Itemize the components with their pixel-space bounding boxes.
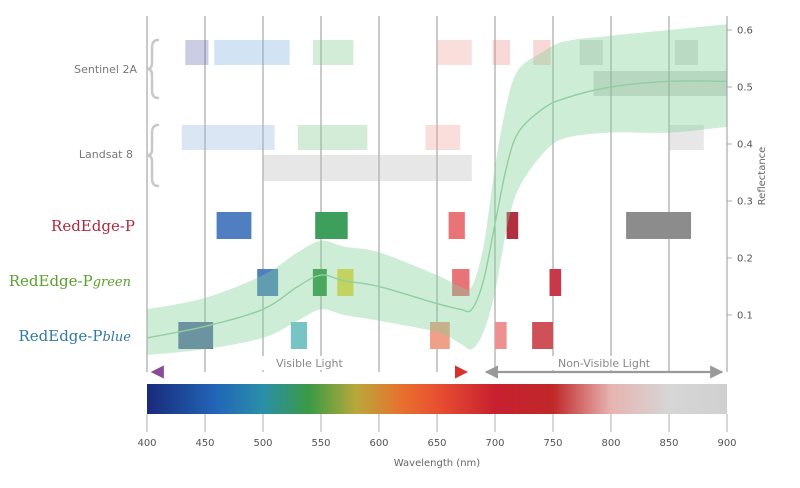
- sentinel-band-698-713: [492, 40, 511, 65]
- y-tick-label: 0.1: [737, 311, 753, 322]
- y-tick-label: 0.6: [737, 26, 753, 37]
- sentinel-band-773-793: [579, 40, 603, 65]
- reflectance-envelope: [147, 24, 727, 355]
- region-label-backdrop: [262, 356, 357, 370]
- y-tick-label: 0.2: [737, 254, 753, 265]
- repb-band-732-750: [532, 322, 553, 349]
- rep-band-460-490: [216, 212, 252, 239]
- sensor-braces: [146, 38, 160, 188]
- spectrum-bar: [147, 384, 727, 414]
- x-tick-label: 550: [311, 438, 330, 449]
- repb-band-644-661: [430, 322, 450, 349]
- x-tick-label: 850: [659, 438, 678, 449]
- reflectance-axis-title: Reflectance: [757, 147, 768, 206]
- light-regions: Visible Light Non-Visible Light: [150, 356, 724, 379]
- repb-band-524-538: [290, 322, 308, 349]
- sensor-bands: [178, 40, 727, 349]
- repg-band-747-757: [549, 269, 562, 296]
- x-tick-label: 450: [195, 438, 214, 449]
- y-tick-label: 0.3: [737, 197, 753, 208]
- repb-band-700-710: [495, 322, 507, 349]
- landsat-band-500-680: [263, 155, 472, 181]
- sentinel-band-458-523: [214, 40, 290, 65]
- x-tick-label: 700: [485, 438, 504, 449]
- sentinel-band-433-453: [185, 40, 209, 65]
- x-tick-label: 600: [369, 438, 388, 449]
- sentinel-band-650-680: [437, 40, 472, 65]
- repg-band-564-578: [337, 269, 354, 296]
- landsat-brace: [146, 123, 160, 188]
- x-tick-label: 750: [543, 438, 562, 449]
- x-tick-label: 400: [137, 438, 156, 449]
- x-tick-label: 800: [601, 438, 620, 449]
- sentinel-band-855-875: [674, 40, 698, 65]
- sensor-labels: Sentinel 2A Landsat 8 RedEdge-P RedEdge-Pgr…: [9, 63, 138, 345]
- x-tick-label: 900: [717, 438, 736, 449]
- sensor-label-landsat: Landsat 8: [79, 148, 133, 161]
- rep-band-660-674: [448, 212, 465, 239]
- reflectance-axis-ticks: 0.1 0.2 0.3 0.4 0.5 0.6: [727, 26, 753, 322]
- sensor-label-repb: RedEdge-Pblue: [18, 327, 131, 345]
- rep-band-545-573: [315, 212, 348, 239]
- landsat-band-640-670: [425, 125, 461, 150]
- sentinel-brace: [146, 38, 160, 100]
- sensor-label-repg: RedEdge-Pgreen: [9, 272, 131, 290]
- wavelength-axis-ticks: 400 450 500 550 600 650 700 750 800 850 900: [137, 414, 737, 449]
- wavelength-axis-title: Wavelength (nm): [394, 458, 480, 469]
- region-label: Non-Visible Light: [558, 357, 651, 370]
- landsat-band-530-590: [297, 125, 368, 150]
- sensor-label-sentinel: Sentinel 2A: [74, 63, 137, 76]
- x-tick-label: 500: [253, 438, 272, 449]
- x-tick-label: 650: [427, 438, 446, 449]
- vegetation-reflectance-curve: [146, 24, 728, 355]
- landsat-band-850-880: [669, 125, 704, 150]
- repg-band-495-513: [257, 269, 279, 296]
- repg-band-663-678: [452, 269, 470, 296]
- landsat-band-430-510: [181, 125, 275, 150]
- reflectance-mean-line: [146, 80, 728, 339]
- rep-band-710-720: [506, 212, 519, 239]
- y-tick-label: 0.5: [737, 83, 753, 94]
- y-tick-label: 0.4: [737, 140, 753, 151]
- sentinel-band-733-748: [533, 40, 551, 65]
- region-label: Visible Light: [276, 357, 344, 370]
- sentinel-band-543-578: [312, 40, 354, 65]
- sentinel-band-785-900: [593, 71, 727, 96]
- region-label-backdrop: [544, 356, 664, 370]
- rep-band-813-869: [626, 212, 692, 239]
- sensor-label-rep: RedEdge-P: [51, 217, 135, 235]
